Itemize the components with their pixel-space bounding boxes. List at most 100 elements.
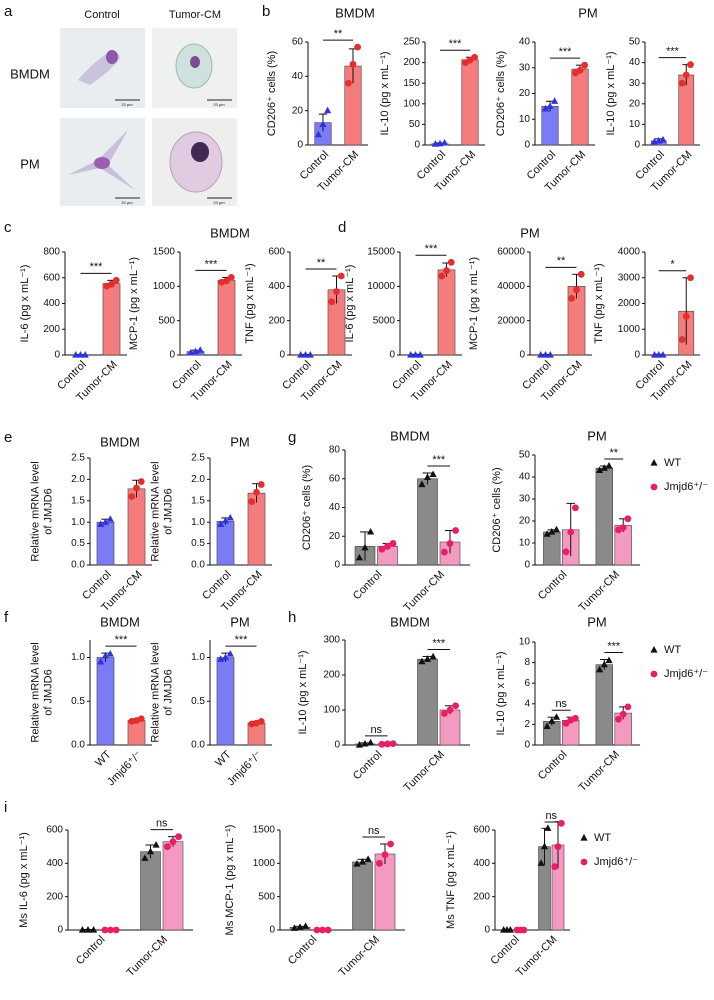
y-tick-label: 0 <box>169 350 175 361</box>
data-point <box>441 548 448 556</box>
significance-label: *** <box>666 46 680 58</box>
y-axis-label: MCP-1 (pg x mL⁻¹) <box>128 257 140 350</box>
panel-header: BMDM <box>100 614 140 629</box>
data-point <box>324 106 332 114</box>
y-axis-label: of JMJD6 <box>162 488 174 534</box>
data-point <box>90 926 98 933</box>
y-tick-label: 80 <box>329 445 341 456</box>
data-point <box>678 79 686 87</box>
data-point <box>106 650 114 657</box>
row-label: PM <box>20 156 40 171</box>
y-axis-label: Ms TNF (pg x mL⁻¹) <box>445 831 457 929</box>
data-point <box>552 713 561 720</box>
y-tick-label: 200 <box>43 324 60 335</box>
data-point <box>543 530 551 537</box>
y-tick-label: 200 <box>323 670 340 681</box>
data-point <box>101 651 110 659</box>
y-tick-label: 3000 <box>618 272 641 283</box>
x-tick-label: Control <box>286 934 320 968</box>
y-tick-label: 20 <box>629 98 641 109</box>
y-tick-label: 400 <box>473 858 490 869</box>
y-tick-label: 400 <box>46 858 63 869</box>
data-point <box>551 97 559 104</box>
data-point <box>367 527 375 535</box>
data-point <box>595 665 604 673</box>
data-point <box>418 480 426 488</box>
significance-label: ns <box>545 810 557 822</box>
data-point <box>554 843 562 851</box>
y-tick-label: 60 <box>292 37 304 48</box>
data-point <box>452 527 459 534</box>
legend-label: Jmjd6⁺/⁻ <box>594 856 638 868</box>
micrographs <box>60 28 237 206</box>
y-tick-label: 100 <box>323 705 340 716</box>
bar <box>352 861 373 931</box>
significance-label: *** <box>432 637 446 649</box>
data-point <box>137 478 145 485</box>
data-point <box>358 858 367 865</box>
data-point <box>101 926 109 934</box>
significance-label: *** <box>235 634 249 646</box>
y-tick-label: 40000 <box>497 281 525 292</box>
data-point <box>576 66 584 74</box>
y-tick-label: 60 <box>329 473 341 484</box>
data-point <box>387 840 394 848</box>
y-tick-label: 0 <box>524 560 530 571</box>
data-point <box>112 926 120 934</box>
data-point <box>221 653 230 661</box>
panel-letter: b <box>262 3 270 20</box>
data-point <box>355 741 363 748</box>
y-tick-label: 2 <box>524 719 530 730</box>
y-tick-label: 50 <box>409 119 421 130</box>
significance-label: ** <box>609 447 618 459</box>
bar <box>541 106 559 146</box>
y-tick-label: 20 <box>519 88 531 99</box>
significance-label: *** <box>559 46 573 58</box>
panel-header: BMDM <box>390 614 430 629</box>
data-point <box>581 61 589 69</box>
data-point <box>84 926 92 933</box>
panel-header: PM <box>520 225 540 240</box>
y-tick-label: 4 <box>524 698 530 709</box>
panel-header: PM <box>587 614 607 629</box>
data-point <box>296 923 304 930</box>
y-tick-label: 20 <box>329 531 341 542</box>
nucleus <box>94 157 110 169</box>
bar <box>543 531 561 566</box>
data-point <box>248 498 256 506</box>
y-tick-label: 10 <box>519 538 531 549</box>
significance-label: ns <box>368 825 380 837</box>
data-point <box>355 553 363 561</box>
column-label: Tumor-CM <box>169 9 221 21</box>
data-point <box>562 548 570 556</box>
significance-label: ns <box>555 698 567 710</box>
cell <box>169 131 223 193</box>
panel-letter: f <box>4 609 9 626</box>
x-tick-label: Control <box>536 569 570 603</box>
y-tick-label: 20 <box>519 516 531 527</box>
data-point <box>152 841 160 848</box>
significance-label: *** <box>90 261 104 273</box>
legend-label: WT <box>664 644 681 656</box>
data-point <box>537 351 545 358</box>
nucleus <box>190 56 200 68</box>
x-tick-label: Jmjd6⁺/⁻ <box>225 749 265 789</box>
legend-label: WT <box>664 457 681 469</box>
data-point <box>175 833 183 841</box>
significance-label: ns <box>370 724 382 736</box>
data-point <box>537 859 545 866</box>
x-tick-label: Tumor-CM <box>577 749 622 794</box>
data-point <box>540 842 549 850</box>
y-tick-label: 400 <box>43 298 60 309</box>
y-axis-label: IL-10 (pg x mL⁻¹) <box>605 51 617 135</box>
data-point <box>446 540 454 547</box>
data-point <box>337 272 345 280</box>
data-point <box>438 272 446 280</box>
y-tick-label: 2.5 <box>71 453 85 464</box>
y-tick-label: 100 <box>403 98 420 109</box>
y-tick-label: 0 <box>334 740 340 751</box>
data-point <box>416 351 424 358</box>
data-point <box>319 926 326 934</box>
data-point <box>146 847 155 855</box>
y-tick-label: 300 <box>323 635 340 646</box>
